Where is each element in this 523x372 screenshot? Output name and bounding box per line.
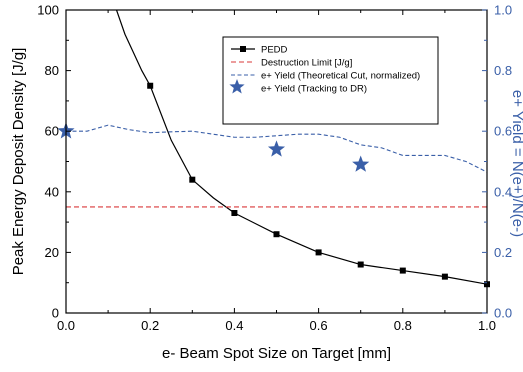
- y-axis-label-right: e+ Yield = N(e+)/N(e-): [509, 90, 523, 237]
- x-tick-label: 0.0: [57, 318, 75, 333]
- legend-entry-tracking-yield: e+ Yield (Tracking to DR): [261, 84, 367, 95]
- legend-entry-pedd: PEDD: [261, 45, 288, 56]
- y-tick-label-left: 20: [45, 245, 59, 260]
- pedd-line: [115, 10, 487, 285]
- legend-box: [222, 36, 439, 125]
- pedd-marker: [147, 82, 154, 89]
- x-tick-label: 0.2: [141, 318, 159, 333]
- tracking-yield-star: [267, 140, 286, 157]
- pedd-marker: [273, 231, 280, 238]
- y-tick-label-right: 0.0: [494, 306, 512, 321]
- y-tick-label-left: 40: [45, 184, 59, 199]
- legend-entry-theoretical-yield: e+ Yield (Theoretical Cut, normalized): [261, 71, 420, 82]
- x-axis-label: e- Beam Spot Size on Target [mm]: [162, 345, 391, 362]
- y-tick-label-right: 1.0: [494, 3, 512, 18]
- y-tick-label-left: 100: [37, 3, 59, 18]
- y-tick-label-left: 60: [45, 124, 59, 139]
- y-tick-label-right: 0.4: [494, 184, 512, 199]
- pedd-marker: [231, 210, 238, 217]
- y-tick-label-left: 0: [52, 306, 59, 321]
- y-tick-label-right: 0.8: [494, 63, 512, 78]
- pedd-marker: [189, 176, 196, 183]
- tracking-yield-star: [352, 155, 370, 172]
- y-axis-label-left: Peak Energy Deposit Density [J/g]: [10, 48, 27, 276]
- y-tick-label-right: 0.2: [494, 245, 512, 260]
- legend: PEDD Destruction Limit [J/g] e+ Yield (T…: [222, 36, 439, 125]
- x-tick-label: 1.0: [478, 318, 496, 333]
- legend-swatch-tracking-star: [229, 79, 245, 94]
- legend-swatch-pedd-marker: [240, 46, 246, 52]
- x-tick-label: 0.4: [225, 318, 243, 333]
- y-tick-label-right: 0.6: [494, 124, 512, 139]
- x-tick-label: 0.8: [394, 318, 412, 333]
- y-tick-label-left: 80: [45, 63, 59, 78]
- legend-entry-destruction-limit: Destruction Limit [J/g]: [261, 58, 352, 69]
- x-tick-label: 0.6: [310, 318, 328, 333]
- pedd-marker: [441, 273, 448, 280]
- pedd-marker: [399, 267, 406, 274]
- theoretical-yield-line: [66, 124, 487, 173]
- pedd-marker: [357, 261, 364, 268]
- pedd-marker: [315, 249, 322, 256]
